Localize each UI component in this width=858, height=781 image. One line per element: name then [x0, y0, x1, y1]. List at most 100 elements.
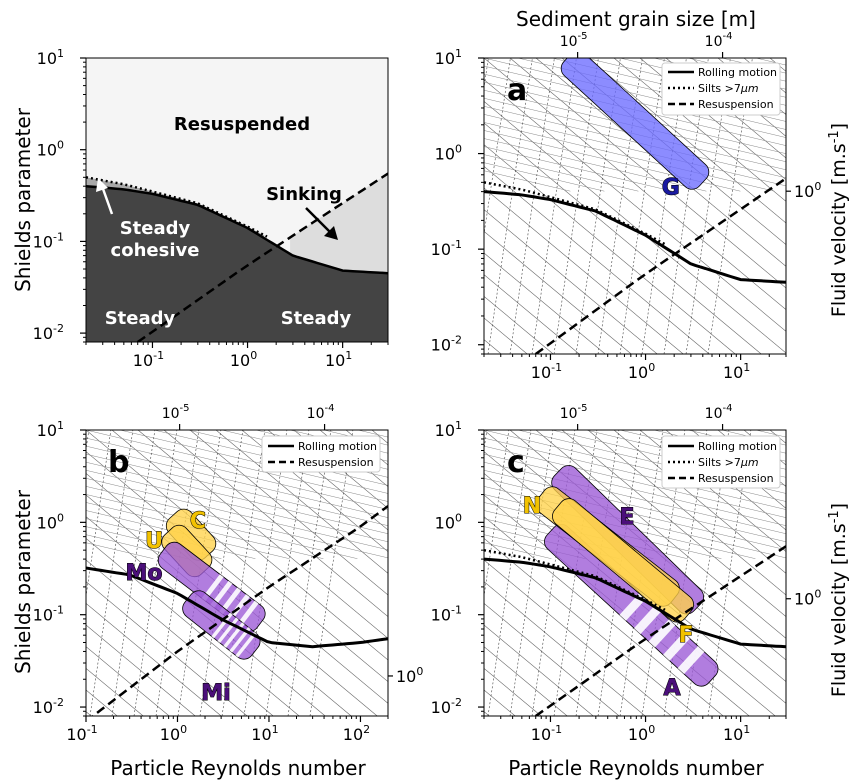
- resuspension-curve: [534, 545, 786, 716]
- region-steady-cohesive: [86, 177, 265, 239]
- band-label-f: F: [678, 623, 693, 648]
- xlabel-reynolds-right: Particle Reynolds number: [508, 756, 764, 780]
- right-ylabel-velocity-c: Fluid velocity [m.s-1]: [827, 503, 850, 697]
- axes-frame: [85, 57, 389, 343]
- grid-line-shallow: [289, 430, 388, 454]
- grid-line-steep: [484, 646, 568, 716]
- axes-frame: [483, 429, 787, 717]
- grid-line-steep: [86, 559, 274, 716]
- grid-line-shallow: [484, 106, 786, 179]
- grid-line-steep: [484, 209, 658, 354]
- grid-line-shallow: [86, 534, 188, 559]
- grid-line-velocity: [509, 58, 555, 354]
- silts-curve: [86, 176, 268, 238]
- grid-line-velocity: [487, 58, 533, 354]
- resuspension-curve: [136, 172, 388, 342]
- grid-line-steep: [484, 581, 646, 716]
- x-tick-label: 101: [325, 349, 352, 370]
- legend-rolling: Rolling motion: [698, 440, 777, 453]
- y-tick-label: 10-1: [431, 604, 462, 625]
- panel-a: 10-1 100 101 10-2 10-1 100 101 10-5 10-4 100 a Ro…: [431, 7, 850, 382]
- right-ylabel-velocity-a: Fluid velocity [m.s-1]: [827, 123, 850, 317]
- legend-silts: Silts >7μm: [698, 82, 759, 95]
- label-resuspended: Resuspended: [174, 114, 310, 135]
- grid-line-shallow: [517, 430, 786, 494]
- grid-line-shallow: [484, 430, 786, 502]
- band-label-n: N: [523, 494, 541, 519]
- axis-ticks: 10-1 100 101 10-2 10-1 100 101 10-5 10-4 100: [431, 403, 822, 744]
- legend-rolling: Rolling motion: [698, 66, 777, 79]
- y-tick-label: 100: [435, 143, 462, 164]
- band-stripe: [648, 619, 676, 648]
- grid-line-velocity: [86, 430, 90, 452]
- grid-line-shallow: [484, 162, 605, 192]
- grid-line-steep: [267, 430, 388, 531]
- grid-line-shallow: [119, 430, 388, 494]
- grid-line-shallow: [86, 461, 388, 534]
- grid-line-steep: [86, 581, 248, 716]
- grid-line-shallow: [484, 130, 741, 192]
- axes-frame: [85, 429, 389, 717]
- y-tick-label: 101: [37, 419, 64, 440]
- legend-box: [661, 62, 781, 116]
- grid-line-shallow: [484, 81, 786, 154]
- label-sinking: Sinking: [266, 184, 342, 205]
- panel-c: 10-1 100 101 10-2 10-1 100 101 10-5 10-4 100 c Ro…: [431, 403, 850, 780]
- y-tick-label: 10-1: [431, 238, 462, 259]
- rolling-curve: [484, 557, 786, 649]
- grid-line-velocity: [199, 430, 244, 716]
- y-tick-label: 10-1: [33, 230, 64, 251]
- grid-line-steep: [484, 689, 516, 716]
- x-tick-label: 100: [628, 361, 655, 382]
- grid-line-shallow: [86, 453, 388, 526]
- label-steady-right: Steady: [281, 308, 352, 329]
- grid-line-velocity: [221, 430, 266, 716]
- y-tick-label: 100: [37, 139, 64, 160]
- grid-line-velocity: [133, 430, 178, 716]
- rolling-curve: [86, 184, 388, 275]
- grid-line-steep: [484, 122, 762, 354]
- grid-line-velocity: [619, 58, 665, 354]
- panel-regime: 10-1 100 101 10-2 10-1 100 101 Resuspended Sin…: [11, 47, 389, 370]
- rolling-curve: [484, 190, 786, 284]
- band-f: [552, 498, 694, 623]
- grid-line-velocity: [265, 430, 310, 716]
- y-tick-label: 10-2: [33, 696, 64, 717]
- grid-line-shallow: [484, 445, 786, 518]
- grid-line-steep: [86, 537, 300, 716]
- legend-box: [661, 435, 781, 489]
- x-tick-label: 10-1: [531, 723, 562, 744]
- grid-line-velocity: [484, 430, 488, 452]
- grid-line-steep: [484, 79, 786, 332]
- grid-line-steep: [86, 624, 196, 716]
- top-tick-label: 10-5: [560, 403, 588, 422]
- region-steady: [86, 186, 388, 342]
- grid-line-velocity: [484, 430, 510, 599]
- panel-letter-a: a: [507, 73, 527, 108]
- top-tick-label: 10-4: [705, 31, 733, 50]
- x-tick-label: 100: [230, 349, 257, 370]
- y-tick-label: 10-2: [431, 334, 462, 355]
- y-tick-label: 10-1: [33, 604, 64, 625]
- top-tick-label: 10-5: [162, 403, 190, 422]
- band-label-g: G: [662, 175, 680, 200]
- arrow-sinking: [305, 207, 331, 233]
- grid-line-velocity: [287, 430, 332, 716]
- grid-line-shallow: [484, 486, 786, 559]
- grid-line-shallow: [484, 65, 786, 138]
- x-tick-label: 100: [628, 723, 655, 744]
- y-tick-label: 10-2: [33, 322, 64, 343]
- x-tick-label: 102: [343, 723, 370, 744]
- panel-a-plot: [484, 58, 786, 354]
- grid-line-steep: [484, 274, 580, 354]
- resuspension-curve: [90, 505, 388, 716]
- panel-letter-c: c: [507, 445, 525, 480]
- grid-line-velocity: [509, 430, 554, 716]
- y-tick-label: 101: [37, 47, 64, 68]
- band-label-mi: Mi: [201, 681, 230, 706]
- band-stripe: [229, 626, 251, 653]
- grid-line-steep: [484, 559, 672, 716]
- legend-resusp: Resuspension: [698, 98, 774, 111]
- band-stripe: [663, 632, 690, 661]
- x-tick-label: 101: [723, 723, 750, 744]
